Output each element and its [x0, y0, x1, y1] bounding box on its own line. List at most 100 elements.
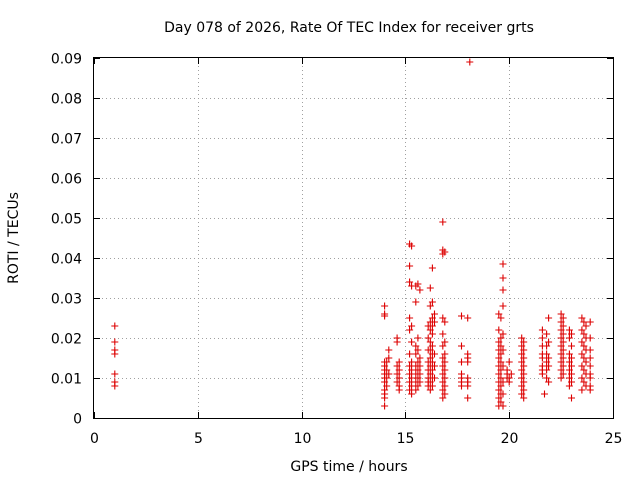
data-point [381, 402, 389, 410]
data-point [495, 370, 503, 378]
data-point [543, 358, 551, 366]
data-point [568, 354, 575, 362]
data-point [412, 342, 420, 350]
grid-lines [94, 58, 613, 418]
x-tick-label: 15 [397, 431, 415, 447]
data-point [408, 390, 416, 398]
data-point [520, 370, 528, 378]
data-point [458, 342, 465, 350]
data-point [406, 278, 414, 286]
y-tick-label: 0.03 [51, 292, 82, 308]
data-point [406, 362, 414, 370]
data-point [426, 378, 434, 386]
data-point [441, 366, 449, 374]
data-point [565, 350, 573, 358]
data-point [586, 362, 594, 370]
data-point [538, 370, 546, 378]
data-point [520, 354, 528, 362]
data-point [381, 302, 389, 310]
data-point [408, 374, 416, 382]
data-point [565, 374, 573, 382]
axis-ticks [94, 58, 614, 419]
data-point [505, 358, 513, 366]
data-point [557, 350, 565, 358]
x-axis-label: GPS time / hours [290, 459, 407, 475]
data-point [497, 366, 505, 374]
data-point [464, 358, 472, 366]
data-point [408, 358, 416, 366]
data-point [520, 394, 528, 402]
data-point [520, 346, 528, 354]
data-point [559, 338, 567, 346]
data-point [428, 322, 436, 330]
data-point [518, 374, 526, 382]
data-point [416, 354, 424, 362]
data-point [520, 386, 528, 394]
data-point [568, 330, 575, 338]
chart-title: Day 078 of 2026, Rate Of TEC Index for r… [164, 20, 534, 36]
data-point [559, 346, 567, 354]
data-point [520, 338, 528, 346]
data-point [557, 358, 565, 366]
data-point [414, 280, 422, 288]
data-point [499, 402, 507, 410]
data-point [439, 386, 447, 394]
data-point [464, 394, 472, 402]
data-point [578, 386, 586, 394]
data-point [428, 314, 436, 322]
x-tick-labels: 0 5 10 15 20 25 [90, 431, 622, 447]
data-point [406, 262, 414, 270]
data-point [408, 242, 416, 250]
data-point [541, 390, 548, 398]
data-point [499, 260, 507, 268]
data-point [406, 378, 414, 386]
x-tick-label: 20 [501, 431, 519, 447]
y-axis-label: ROTI / TECUs [6, 192, 22, 284]
data-point [520, 378, 528, 386]
data-point [111, 350, 119, 358]
data-point [428, 382, 436, 390]
data-point [580, 318, 588, 326]
data-point [545, 314, 553, 322]
data-point [426, 302, 434, 310]
data-point [441, 358, 449, 366]
data-point [499, 302, 507, 310]
data-point [559, 322, 567, 330]
data-point [543, 374, 551, 382]
data-point [439, 250, 447, 258]
data-point [497, 314, 505, 322]
data-point [580, 342, 588, 350]
data-point [426, 338, 434, 346]
data-point [439, 394, 447, 402]
data-point [518, 358, 526, 366]
data-point [545, 354, 553, 362]
data-points [111, 58, 594, 410]
data-point [499, 346, 507, 354]
data-point [426, 386, 434, 394]
data-point [543, 350, 551, 358]
data-point [545, 362, 553, 370]
data-point [381, 378, 389, 386]
data-point [520, 362, 528, 370]
data-point [568, 370, 575, 378]
data-point [518, 366, 526, 374]
data-point [559, 362, 567, 370]
data-point [505, 378, 513, 386]
data-point [424, 334, 432, 342]
data-point [518, 342, 526, 350]
data-point [428, 358, 436, 366]
data-point [426, 284, 434, 292]
data-point [565, 334, 573, 342]
data-point [578, 338, 586, 346]
data-point [428, 330, 436, 338]
data-point [431, 310, 438, 318]
data-point [395, 366, 403, 374]
data-point [393, 362, 401, 370]
data-point [395, 358, 403, 366]
data-point [426, 346, 434, 354]
data-point [568, 342, 575, 350]
y-tick-label: 0.09 [51, 52, 82, 68]
x-tick-label: 10 [294, 431, 312, 447]
data-point [416, 362, 424, 370]
data-point [578, 362, 586, 370]
